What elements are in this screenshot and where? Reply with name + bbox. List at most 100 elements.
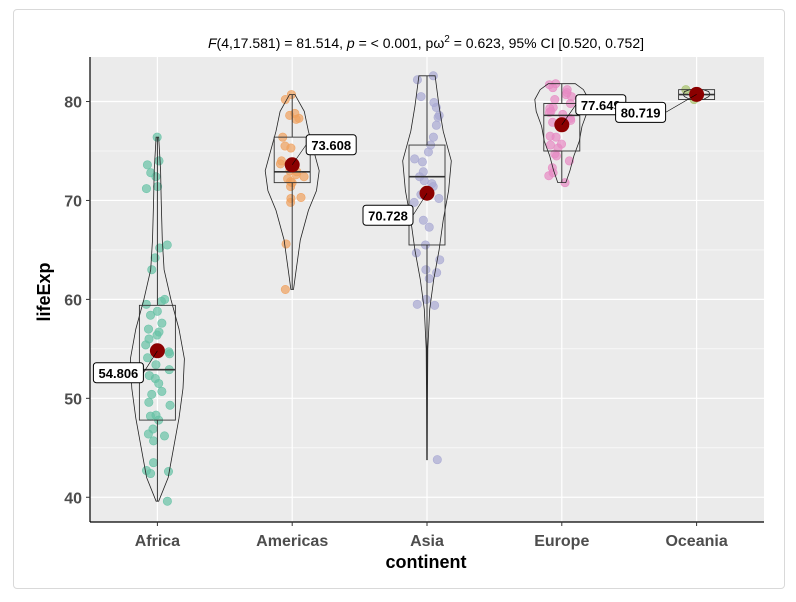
data-point	[551, 132, 561, 142]
mean-label: 80.719	[615, 94, 697, 123]
data-point	[412, 299, 422, 309]
mean-label-text: 70.728	[368, 208, 408, 223]
y-tick-label: 70	[64, 193, 82, 210]
data-point	[434, 193, 444, 203]
violin	[534, 83, 590, 183]
data-point	[141, 184, 151, 194]
data-point	[299, 172, 309, 182]
data-point	[142, 160, 152, 170]
data-point	[281, 239, 291, 249]
x-tick-label: Asia	[410, 533, 444, 550]
mean-label-box	[615, 101, 667, 123]
data-point	[432, 455, 442, 465]
mean-label-connector	[412, 193, 428, 216]
group-asia: 70.728	[362, 71, 452, 465]
x-axis: Africa Americas Asia Europe Oceania	[135, 522, 728, 550]
data-point	[280, 284, 290, 294]
group-oceania: 80.719	[615, 85, 716, 123]
box	[273, 136, 311, 184]
data-point	[410, 154, 420, 164]
x-tick-label: Africa	[135, 533, 180, 550]
data-point	[143, 353, 153, 363]
data-point	[544, 107, 554, 117]
data-point	[147, 389, 157, 399]
data-point	[165, 400, 175, 410]
y-tick-label: 40	[64, 490, 82, 507]
mean-label: 77.649	[561, 94, 627, 125]
data-point	[162, 240, 172, 250]
data-point	[291, 114, 301, 124]
data-point	[162, 496, 172, 506]
mean-label-box	[362, 204, 414, 226]
data-point	[564, 156, 574, 166]
group-americas: 73.608	[264, 90, 357, 294]
data-point	[141, 340, 151, 350]
data-point	[421, 265, 431, 275]
data-point	[424, 222, 434, 232]
violin	[402, 75, 452, 461]
data-point	[149, 458, 159, 468]
data-point	[296, 192, 306, 202]
data-point	[145, 411, 155, 421]
data-point	[157, 386, 167, 396]
data-point	[280, 95, 290, 105]
x-axis-title: continent	[386, 552, 467, 572]
x-tick-label: Oceania	[665, 533, 727, 550]
data-point	[147, 265, 157, 275]
mean-label-text: 54.806	[99, 366, 139, 381]
y-tick-label: 50	[64, 391, 82, 408]
box	[408, 144, 446, 246]
data-point	[548, 83, 558, 93]
group-africa: 54.806	[92, 132, 185, 506]
data-point	[544, 171, 554, 181]
mean-label: 54.806	[92, 350, 158, 384]
data-point	[545, 140, 555, 150]
data-point	[423, 147, 433, 157]
data-point	[146, 310, 156, 320]
data-point	[430, 300, 440, 310]
mean-label-connector	[143, 350, 158, 373]
data-point	[275, 159, 285, 169]
mean-label: 73.608	[291, 134, 357, 165]
chart-subtitle: F(4,17.581) = 81.514, p = < 0.001, pω2 =…	[208, 34, 644, 51]
data-point	[152, 306, 162, 316]
data-point	[154, 378, 164, 388]
box	[543, 103, 581, 152]
data-point	[419, 176, 429, 186]
y-tick-label: 80	[64, 95, 82, 112]
x-tick-label: Europe	[534, 533, 589, 550]
data-point	[149, 436, 159, 446]
data-point	[286, 182, 296, 192]
mean-label-connector	[291, 144, 307, 165]
y-tick-label: 60	[64, 292, 82, 309]
data-point	[143, 429, 153, 439]
data-point	[418, 215, 428, 225]
data-point	[421, 294, 431, 304]
mean-label: 70.728	[362, 193, 428, 226]
data-point	[551, 151, 561, 161]
y-axis-title: lifeExp	[34, 262, 54, 321]
data-point	[417, 157, 427, 167]
data-point	[432, 268, 442, 278]
mean-label-connector	[665, 94, 697, 113]
data-point	[550, 95, 560, 105]
data-point	[424, 274, 434, 284]
x-tick-label: Americas	[256, 533, 328, 550]
data-point	[156, 296, 166, 306]
violin	[129, 136, 185, 502]
data-point	[431, 102, 441, 112]
data-point	[428, 132, 438, 142]
data-point	[412, 75, 422, 85]
data-point	[157, 318, 167, 328]
mean-label-connector	[561, 104, 577, 125]
data-point	[152, 330, 162, 340]
mean-label-box	[305, 134, 357, 156]
data-point	[150, 253, 160, 263]
data-point	[286, 197, 296, 207]
data-point	[144, 397, 154, 407]
data-point	[151, 360, 161, 370]
data-point	[151, 172, 161, 182]
data-point	[165, 349, 175, 359]
